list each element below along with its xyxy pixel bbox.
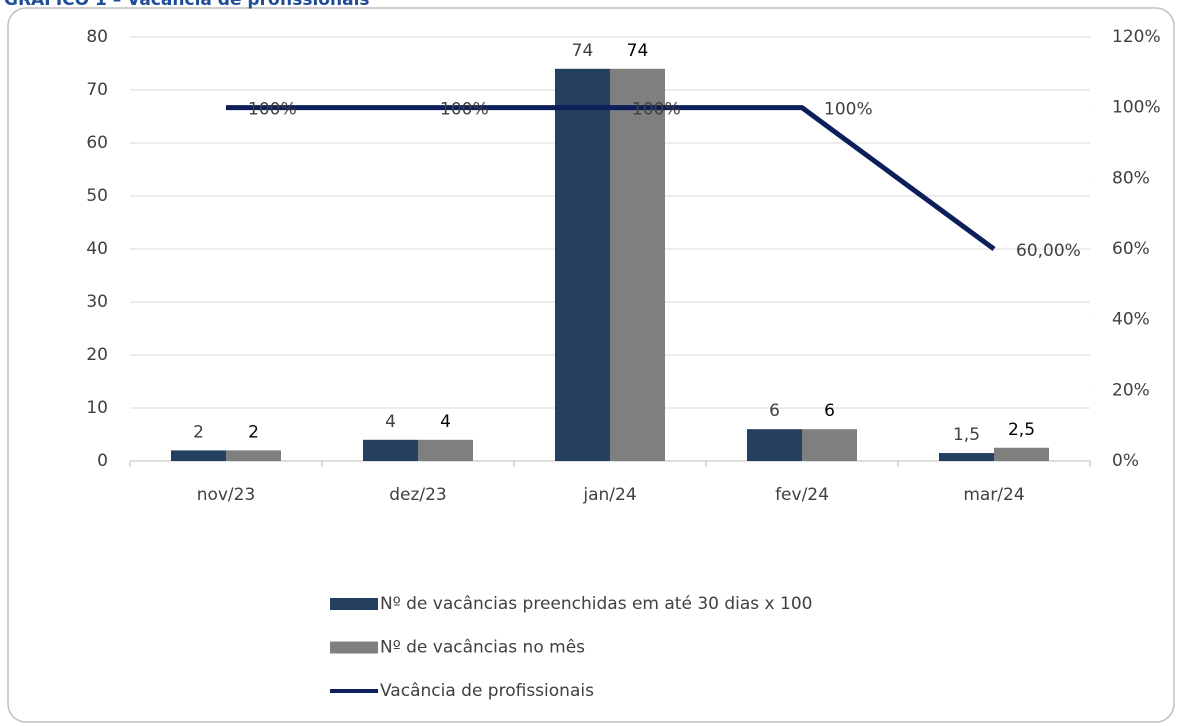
legend-label: Nº de vacâncias no mês (380, 638, 585, 658)
legend-label: Vacância de profissionais (380, 681, 594, 701)
bar-value-label: 6 (769, 401, 780, 421)
x-tick-label: mar/24 (963, 485, 1024, 505)
bar (939, 453, 994, 461)
bar-value-label: 74 (572, 41, 594, 61)
bar-value-label: 4 (440, 412, 451, 432)
y2-tick-label: 60% (1112, 239, 1150, 259)
line-value-label: 100% (248, 100, 297, 120)
bar (802, 429, 857, 461)
y-tick-label: 40 (86, 239, 108, 259)
x-tick-label: nov/23 (197, 485, 256, 505)
bar (994, 447, 1049, 461)
y2-tick-label: 120% (1112, 27, 1161, 47)
y-tick-label: 60 (86, 133, 108, 153)
bar-value-label: 74 (627, 41, 649, 61)
y2-tick-label: 40% (1112, 310, 1150, 330)
bar (226, 450, 281, 461)
bar (363, 439, 418, 461)
bar (747, 429, 802, 461)
bar-value-label: 6 (824, 401, 835, 421)
y2-tick-label: 100% (1112, 98, 1161, 118)
y-tick-label: 70 (86, 80, 108, 100)
bar-value-label: 2 (248, 422, 259, 442)
bar (610, 68, 665, 462)
y-tick-label: 30 (86, 292, 108, 312)
legend-label: Nº de vacâncias preenchidas em até 30 di… (380, 594, 812, 614)
line-value-label: 60,00% (1016, 241, 1081, 261)
y-tick-label: 80 (86, 27, 108, 47)
bar-value-label: 2,5 (1008, 420, 1035, 440)
line-value-label: 100% (824, 100, 873, 120)
bar (418, 439, 473, 461)
x-tick-label: dez/23 (389, 485, 447, 505)
legend-swatch (330, 598, 378, 610)
bar (171, 450, 226, 461)
y2-tick-label: 80% (1112, 168, 1150, 188)
y-tick-label: 10 (86, 398, 108, 418)
y2-tick-label: 0% (1112, 451, 1139, 471)
bar-value-label: 1,5 (953, 425, 980, 445)
y-tick-label: 20 (86, 345, 108, 365)
line-value-label: 100% (440, 100, 489, 120)
y2-tick-label: 20% (1112, 380, 1150, 400)
bar-value-label: 4 (385, 412, 396, 432)
legend-swatch (330, 641, 378, 654)
chart-title: GRÁFICO 1 – Vacância de profissionais (4, 0, 370, 10)
line-value-label: 100% (632, 100, 681, 120)
x-tick-label: fev/24 (775, 485, 829, 505)
y-tick-label: 0 (97, 451, 108, 471)
y-tick-label: 50 (86, 186, 108, 206)
x-tick-label: jan/24 (582, 485, 636, 505)
bar (555, 68, 610, 462)
bar-value-label: 2 (193, 422, 204, 442)
line (226, 105, 996, 252)
